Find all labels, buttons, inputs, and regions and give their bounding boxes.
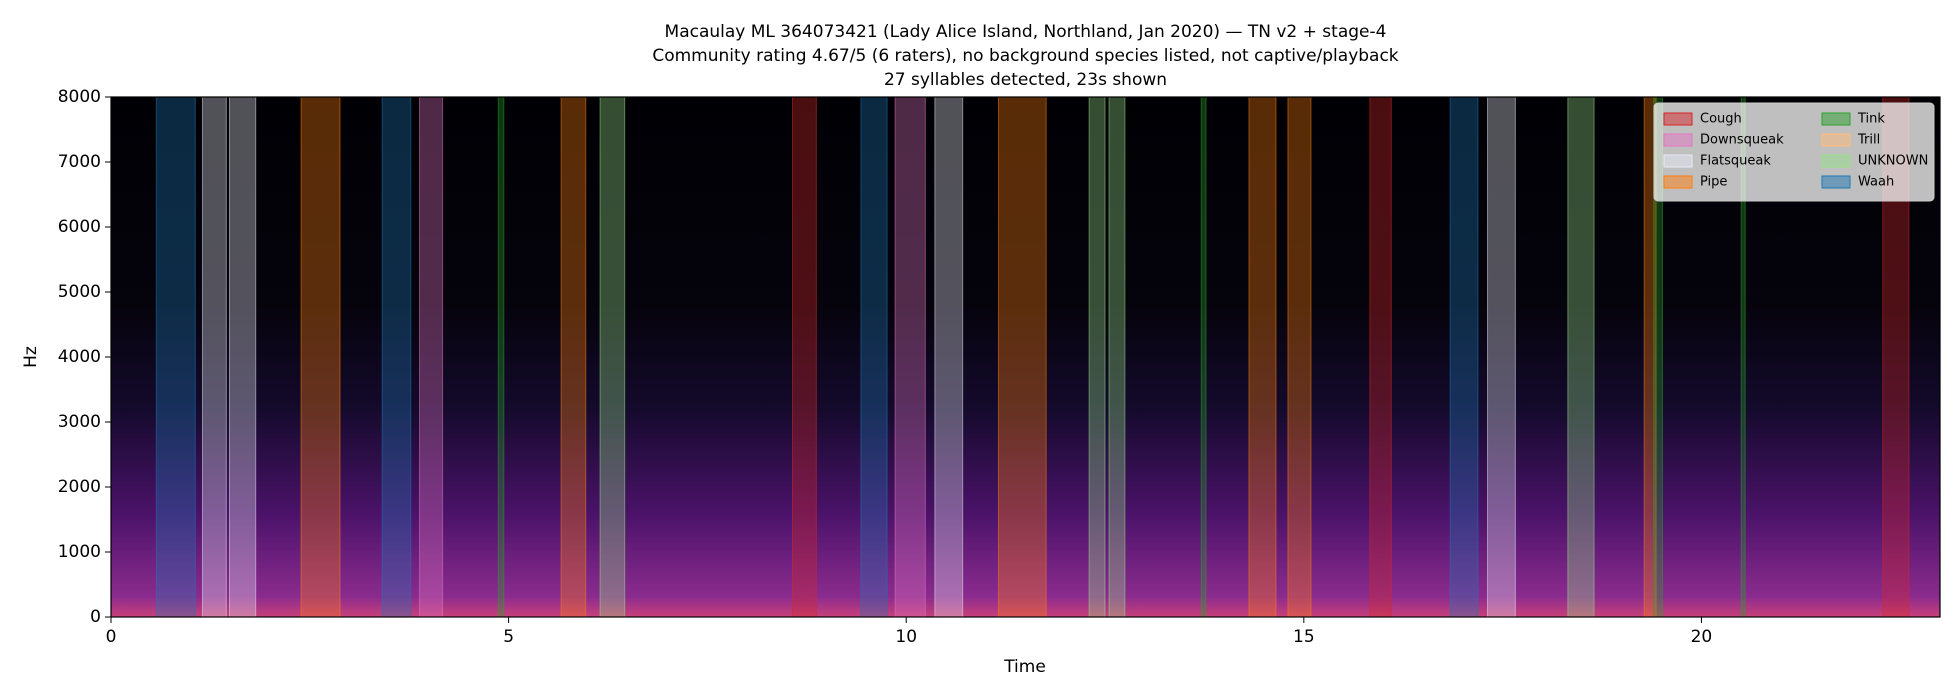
chart-title: Macaulay ML 364073421 (Lady Alice Island… bbox=[665, 22, 1387, 42]
y-tick-label: 7000 bbox=[58, 152, 101, 172]
legend-swatch bbox=[1663, 154, 1693, 168]
legend-label: Pipe bbox=[1700, 175, 1727, 190]
syllable-span bbox=[201, 96, 227, 618]
syllable-span bbox=[1487, 96, 1516, 618]
x-tick-label: 5 bbox=[503, 627, 514, 647]
x-axis-label: Time bbox=[1003, 657, 1046, 677]
legend-label: Flatsqueak bbox=[1700, 154, 1771, 169]
legend-label: Cough bbox=[1700, 112, 1742, 127]
legend-label: Waah bbox=[1858, 175, 1894, 190]
syllable-span bbox=[860, 96, 888, 618]
syllable-span bbox=[497, 96, 505, 618]
syllable-span bbox=[1449, 96, 1479, 618]
legend-label: Tink bbox=[1857, 112, 1885, 127]
syllable-span bbox=[792, 96, 817, 618]
y-tick-label: 1000 bbox=[58, 542, 101, 562]
legend-label: Trill bbox=[1857, 133, 1880, 148]
y-tick-label: 5000 bbox=[58, 282, 101, 302]
syllable-span bbox=[1248, 96, 1277, 618]
x-tick-label: 15 bbox=[1293, 627, 1315, 647]
x-tick-label: 10 bbox=[895, 627, 917, 647]
syllable-span bbox=[1567, 96, 1595, 618]
syllable-span bbox=[155, 96, 196, 618]
syllable-span bbox=[300, 96, 341, 618]
legend-swatch bbox=[1821, 133, 1851, 147]
legend-swatch bbox=[1663, 133, 1693, 147]
legend-label: UNKNOWN bbox=[1858, 154, 1928, 169]
chart-title: 27 syllables detected, 23s shown bbox=[884, 70, 1167, 90]
syllable-span bbox=[1200, 96, 1207, 618]
legend-label: Downsqueak bbox=[1700, 133, 1784, 148]
syllable-span bbox=[1108, 96, 1126, 618]
legend-swatch bbox=[1663, 112, 1693, 126]
y-tick-label: 6000 bbox=[58, 217, 101, 237]
syllable-span bbox=[560, 96, 587, 618]
legend-swatch bbox=[1821, 154, 1851, 168]
legend-swatch bbox=[1663, 175, 1693, 189]
y-tick-label: 4000 bbox=[58, 347, 101, 367]
legend-swatch bbox=[1821, 112, 1851, 126]
syllable-span bbox=[599, 96, 626, 618]
spectrogram-image bbox=[111, 97, 1940, 617]
y-tick-label: 0 bbox=[90, 607, 101, 627]
y-axis-label: Hz bbox=[21, 346, 41, 368]
y-tick-label: 2000 bbox=[58, 477, 101, 497]
syllable-span bbox=[419, 96, 444, 618]
syllable-span bbox=[1369, 96, 1392, 618]
y-tick-label: 3000 bbox=[58, 412, 101, 432]
legend-swatch bbox=[1821, 175, 1851, 189]
syllable-span bbox=[381, 96, 412, 618]
chart-title: Community rating 4.67/5 (6 raters), no b… bbox=[652, 46, 1398, 66]
x-tick-label: 20 bbox=[1691, 627, 1713, 647]
legend-box bbox=[1653, 102, 1935, 202]
y-tick-label: 8000 bbox=[58, 87, 101, 107]
syllable-span bbox=[228, 96, 257, 618]
syllable-span bbox=[1287, 96, 1312, 618]
syllable-span bbox=[894, 96, 926, 618]
syllable-span bbox=[934, 96, 964, 618]
x-tick-label: 0 bbox=[106, 627, 117, 647]
syllable-span bbox=[997, 96, 1047, 618]
syllable-span bbox=[1088, 96, 1106, 618]
